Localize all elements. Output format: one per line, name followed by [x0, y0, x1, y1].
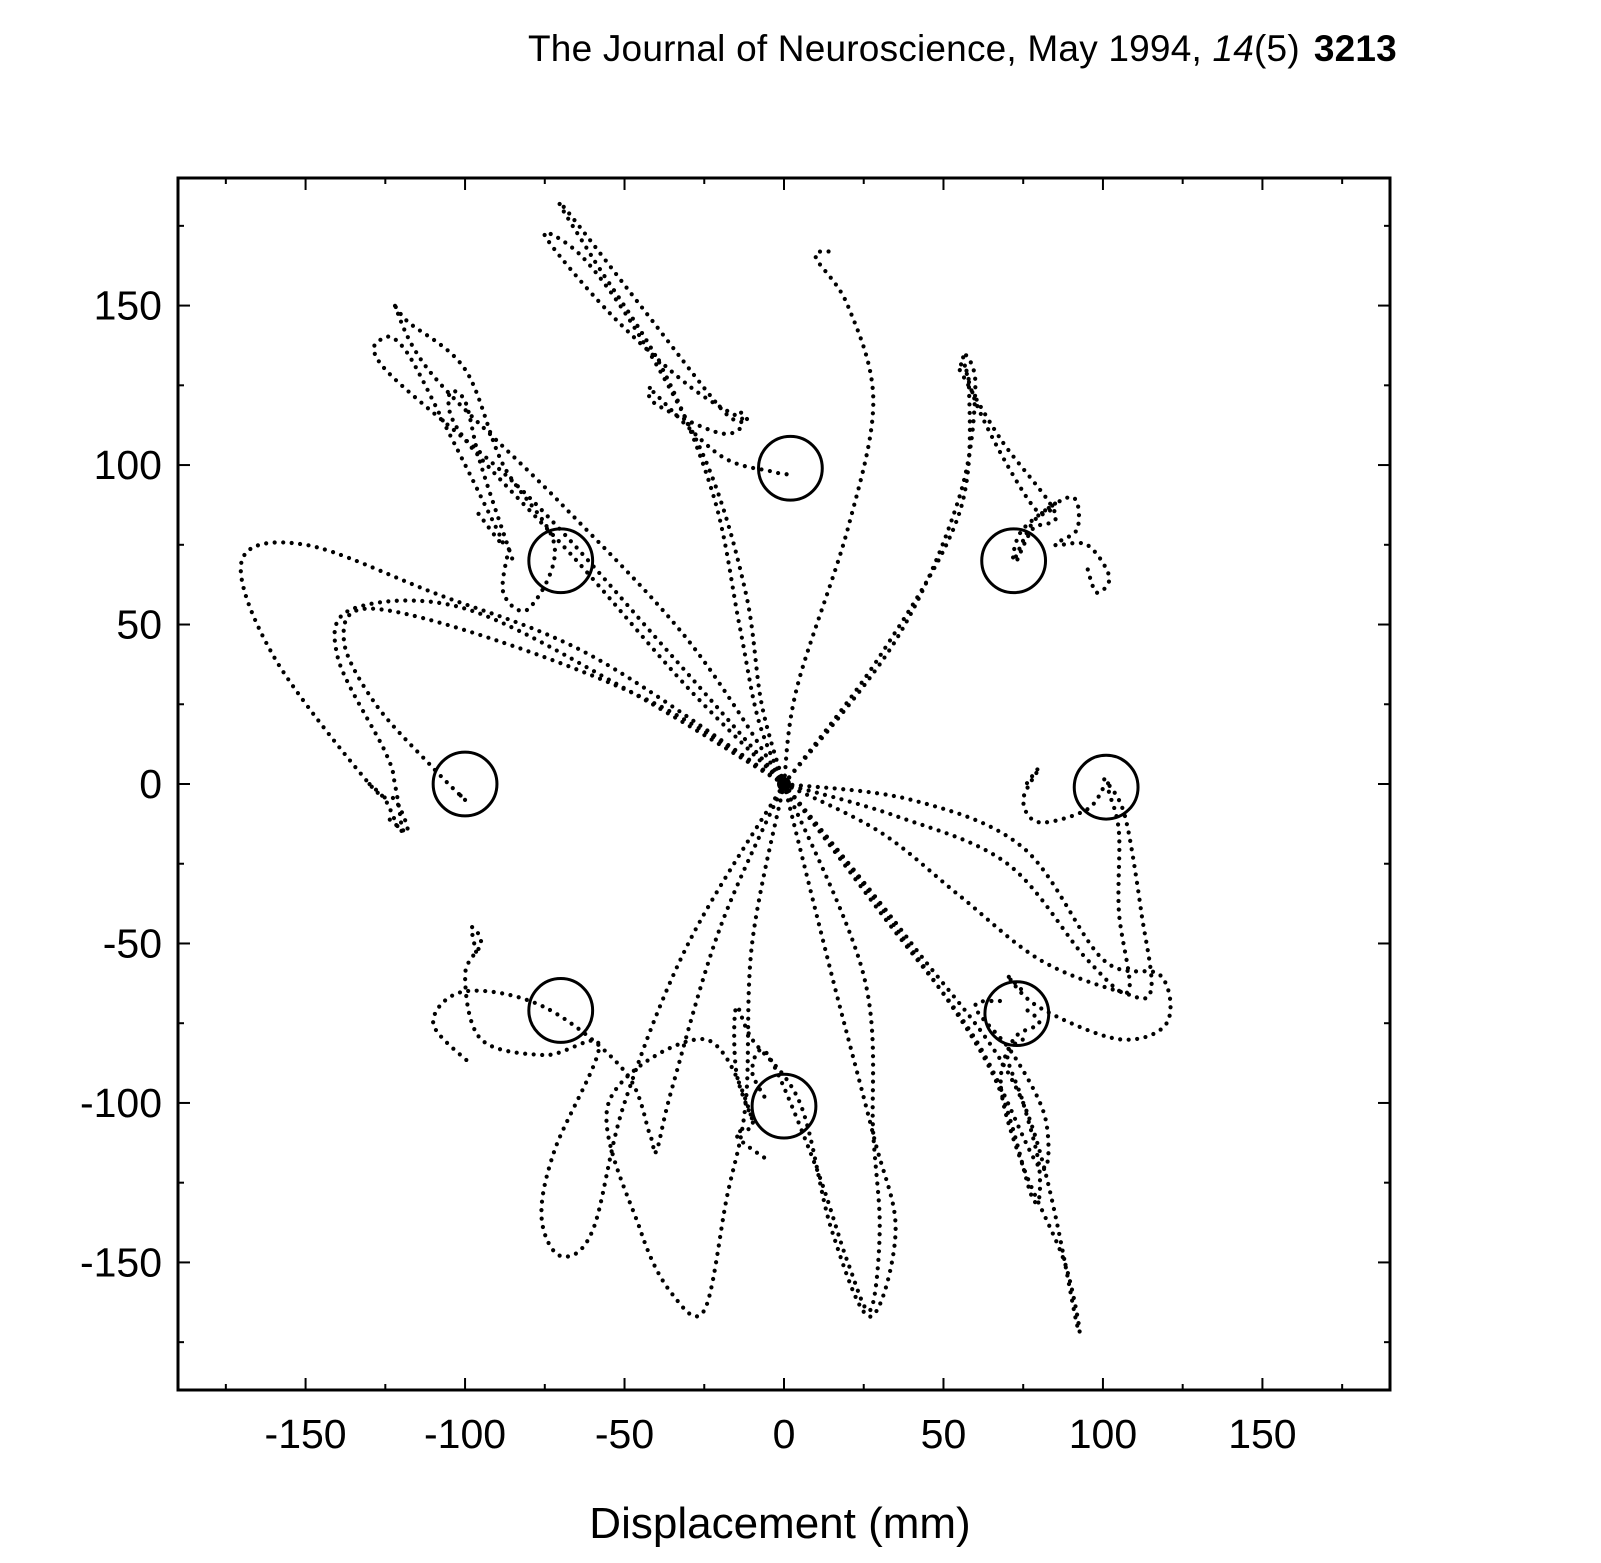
trajectory [781, 765, 1132, 996]
trajectory [781, 781, 1173, 1042]
journal-name: The Journal of Neuroscience, May 1994, [528, 28, 1213, 69]
trajectory [391, 300, 787, 787]
trajectory [781, 362, 1058, 787]
trajectory [749, 781, 882, 1313]
page-number: 3213 [1313, 28, 1397, 69]
trajectory [781, 781, 1051, 1172]
target-circle [756, 434, 824, 502]
trajectory [446, 388, 787, 787]
target-circle [1072, 753, 1140, 821]
y-tick-label: -100 [80, 1080, 162, 1126]
trajectory [781, 781, 1043, 1205]
issue-number: (5) [1254, 28, 1300, 69]
axis-ticks [178, 178, 1390, 1390]
trajectory [341, 606, 787, 803]
target-circles [431, 434, 1140, 1140]
y-tick-label: 50 [116, 602, 162, 648]
x-tick-label: -100 [424, 1411, 506, 1457]
target-circle [527, 527, 595, 595]
y-tick-label: 150 [94, 283, 162, 329]
x-axis-title: Displacement (mm) [589, 1499, 970, 1548]
target-circle [431, 750, 499, 818]
trajectory [781, 781, 1082, 1335]
trajectory [238, 540, 787, 835]
running-header: The Journal of Neuroscience, May 1994, 1… [528, 28, 1397, 70]
x-tick-label: 0 [773, 1411, 796, 1457]
trajectory [371, 334, 787, 787]
trajectory [462, 781, 787, 1259]
origin-point [777, 777, 791, 791]
trajectory [781, 249, 876, 787]
x-tick-label: 50 [921, 1411, 967, 1457]
x-tick-label: -50 [595, 1411, 654, 1457]
trajectories [238, 200, 1173, 1335]
target-circle [527, 977, 595, 1044]
trajectory [332, 598, 787, 834]
trajectory [542, 230, 787, 787]
y-tick-label: 0 [139, 761, 162, 807]
trajectory [781, 775, 1154, 1001]
trajectory [604, 781, 787, 1319]
target-circle [750, 1072, 818, 1140]
y-tick-label: -150 [80, 1239, 162, 1285]
x-tick-label: 150 [1228, 1411, 1296, 1457]
x-tick-label: 100 [1069, 1411, 1137, 1457]
trajectory [781, 350, 1112, 787]
tick-labels: -150 -100 -50 0 50 100 150 150 100 50 0 -50 -100 -150 [80, 283, 1297, 1457]
x-tick-label: -150 [265, 1411, 347, 1457]
y-tick-label: -50 [103, 920, 162, 966]
target-circle [983, 980, 1051, 1048]
trajectory [557, 200, 793, 787]
volume-number: 14 [1212, 28, 1255, 69]
target-circle [980, 527, 1048, 595]
y-tick-label: 100 [94, 442, 162, 488]
trajectory [431, 781, 787, 1156]
